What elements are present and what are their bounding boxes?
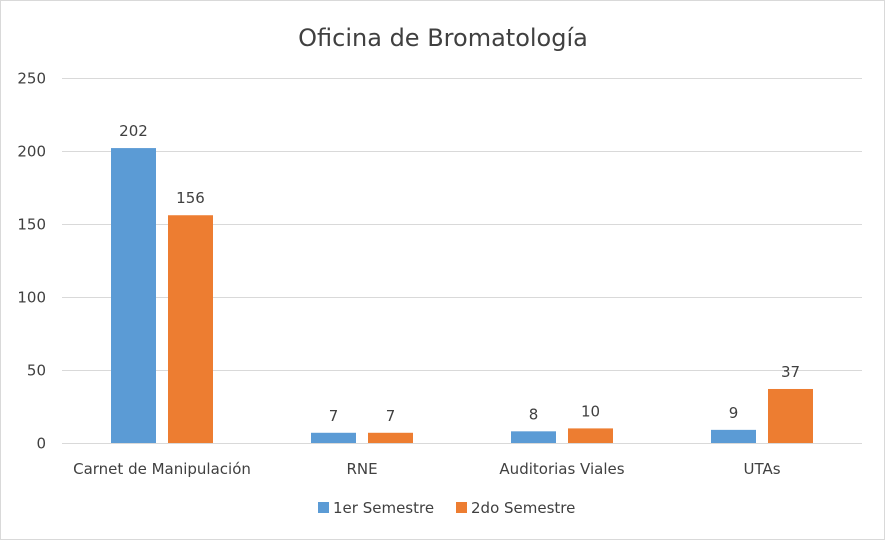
bar [568, 428, 613, 443]
data-label: 37 [781, 363, 800, 381]
y-tick-label: 150 [17, 216, 46, 234]
data-label: 10 [581, 402, 600, 420]
y-tick-label: 100 [17, 289, 46, 307]
data-label: 9 [729, 404, 739, 422]
bar [311, 432, 356, 443]
y-tick-label: 0 [36, 435, 46, 453]
y-tick-label: 50 [27, 362, 46, 380]
bar [511, 431, 556, 443]
bar [168, 215, 213, 443]
y-axis-ticks: 0 50 100 150 200 250 [17, 70, 46, 453]
bar [768, 388, 813, 443]
bars [111, 148, 813, 443]
legend-swatch [318, 502, 329, 513]
category-labels: Carnet de Manipulación RNE Auditorias Vial… [73, 460, 781, 478]
legend-label: 1er Semestre [333, 499, 434, 517]
chart-title: Oficina de Bromatología [298, 24, 588, 52]
y-tick-label: 250 [17, 70, 46, 88]
data-label: 202 [119, 122, 148, 140]
category-label: RNE [346, 460, 377, 478]
bar [711, 429, 756, 443]
category-label: Auditorias Viales [499, 460, 624, 478]
legend-label: 2do Semestre [471, 499, 575, 517]
legend-swatch [456, 502, 467, 513]
data-label: 7 [329, 407, 339, 425]
y-tick-label: 200 [17, 143, 46, 161]
category-label: Carnet de Manipulación [73, 460, 251, 478]
data-label: 8 [529, 405, 539, 423]
bar [368, 432, 413, 443]
data-labels: 202 156 7 7 8 10 9 37 [119, 122, 800, 425]
data-label: 156 [176, 189, 205, 207]
data-label: 7 [386, 407, 396, 425]
bar [111, 148, 156, 443]
category-label: UTAs [743, 460, 780, 478]
legend: 1er Semestre 2do Semestre [318, 499, 575, 517]
